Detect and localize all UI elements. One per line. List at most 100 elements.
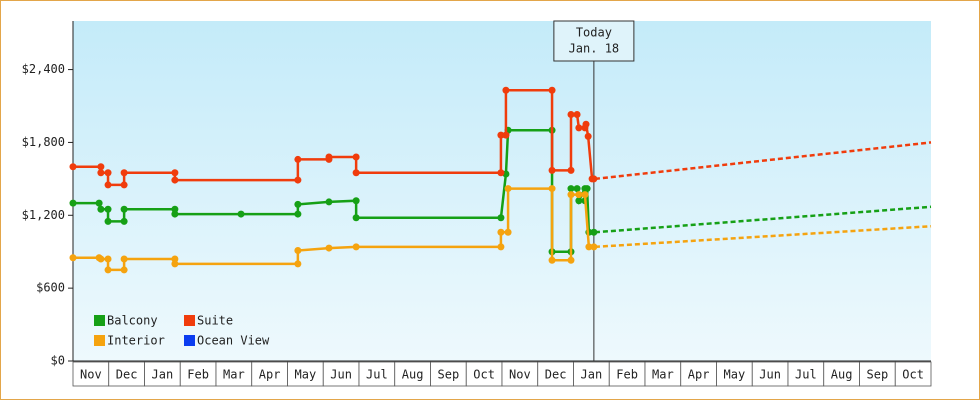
- month-cell: [108, 361, 145, 387]
- data-point: [575, 124, 583, 132]
- data-point: [120, 169, 128, 177]
- x-tick-label: Jan: [581, 368, 603, 382]
- data-point: [590, 228, 598, 236]
- data-point: [97, 205, 105, 213]
- data-point: [171, 176, 179, 184]
- data-point: [294, 200, 302, 208]
- x-tick-label: Sep: [438, 368, 460, 382]
- data-point: [567, 185, 575, 193]
- x-tick-label: Jul: [795, 368, 817, 382]
- month-cell: [537, 361, 574, 387]
- today-box: [553, 20, 635, 62]
- month-cell: [251, 361, 288, 387]
- data-point: [352, 169, 360, 177]
- today-label: Today: [576, 26, 612, 40]
- data-point: [104, 217, 112, 225]
- data-point: [567, 191, 575, 199]
- data-point: [69, 163, 77, 171]
- month-cell: [787, 361, 825, 387]
- projection-line: [594, 224, 932, 249]
- data-point: [497, 228, 505, 236]
- data-point: [325, 244, 333, 252]
- month-cell: [179, 361, 217, 387]
- month-cell: [608, 361, 646, 387]
- month-cell: [859, 361, 896, 387]
- data-point: [171, 260, 179, 268]
- x-tick-label: Mar: [652, 368, 674, 382]
- x-tick-label: Feb: [187, 368, 209, 382]
- projection-line: [594, 141, 932, 181]
- data-point: [575, 197, 583, 205]
- x-tick-label: Jul: [366, 368, 388, 382]
- data-point: [502, 86, 510, 94]
- x-tick-label: Nov: [80, 368, 102, 382]
- x-tick-label: Jun: [759, 368, 781, 382]
- x-tick-label: Sep: [867, 368, 889, 382]
- legend-swatch: [94, 315, 105, 326]
- data-point: [585, 243, 593, 251]
- x-tick-label: Apr: [259, 368, 281, 382]
- data-point: [573, 111, 581, 118]
- x-tick-label: May: [724, 368, 746, 382]
- data-point: [548, 256, 556, 264]
- legend-label: Ocean View: [197, 334, 270, 348]
- y-tick-label: $2,400: [22, 62, 65, 76]
- y-tick-label: $1,800: [22, 135, 65, 149]
- data-point: [120, 266, 128, 274]
- data-point: [69, 254, 77, 262]
- month-cell: [751, 361, 789, 387]
- data-point: [504, 185, 512, 193]
- data-point: [120, 217, 128, 225]
- legend-label: Interior: [107, 334, 165, 348]
- data-point: [120, 255, 128, 263]
- data-point: [583, 185, 591, 193]
- month-cell: [144, 361, 181, 387]
- data-point: [352, 153, 360, 161]
- legend-swatch: [184, 315, 195, 326]
- data-point: [582, 120, 590, 128]
- data-point: [97, 163, 105, 171]
- data-point: [294, 210, 302, 218]
- data-point: [581, 191, 589, 199]
- data-point: [325, 198, 333, 206]
- data-point: [294, 260, 302, 268]
- data-point: [294, 155, 302, 163]
- data-point: [97, 169, 105, 177]
- month-cell: [72, 361, 110, 387]
- data-point: [325, 153, 333, 161]
- data-point: [584, 132, 592, 140]
- data-point: [69, 199, 77, 207]
- projection-line: [594, 205, 932, 234]
- data-point: [352, 214, 360, 222]
- data-point: [567, 166, 575, 174]
- x-tick-label: Aug: [402, 368, 424, 382]
- x-tick-label: Dec: [545, 368, 567, 382]
- legend-label: Balcony: [107, 314, 158, 328]
- legend-label: Suite: [197, 314, 233, 328]
- data-point: [497, 214, 505, 222]
- data-point: [567, 256, 575, 264]
- data-point: [352, 197, 360, 205]
- data-point: [120, 205, 128, 213]
- data-point: [104, 181, 112, 189]
- data-point: [104, 255, 112, 263]
- month-cell: [894, 361, 932, 387]
- x-tick-label: Nov: [509, 368, 531, 382]
- x-tick-label: Oct: [473, 368, 495, 382]
- y-tick-label: $1,200: [22, 208, 65, 222]
- month-cell: [823, 361, 860, 387]
- legend-swatch: [94, 335, 105, 346]
- data-point: [573, 185, 581, 193]
- x-tick-label: Oct: [902, 368, 924, 382]
- data-point: [497, 169, 505, 177]
- data-point: [575, 191, 583, 199]
- data-point: [97, 255, 105, 263]
- data-point: [548, 166, 556, 174]
- data-point: [548, 185, 556, 193]
- x-tick-label: Feb: [616, 368, 638, 382]
- data-point: [502, 131, 510, 139]
- x-tick-label: Apr: [688, 368, 710, 382]
- today-label: Jan. 18: [569, 42, 620, 56]
